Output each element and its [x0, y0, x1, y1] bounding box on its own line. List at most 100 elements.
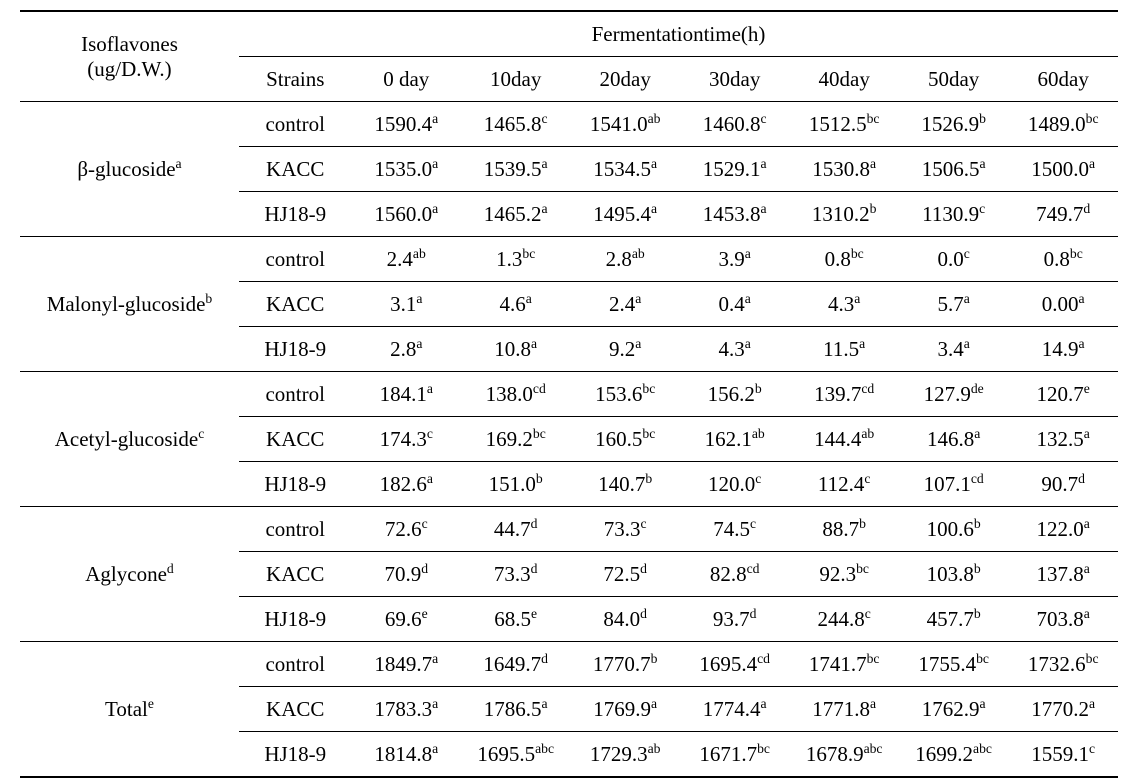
- group-label: β-glucosidea: [20, 102, 239, 237]
- strains-header: Strains: [239, 57, 352, 102]
- table-body: β-glucosideacontrol1590.4a1465.8c1541.0a…: [20, 102, 1118, 778]
- value-cell: 144.4ab: [789, 417, 898, 462]
- value-cell: 92.3bc: [789, 552, 898, 597]
- value-cell: 1453.8a: [680, 192, 789, 237]
- strain-cell: KACC: [239, 552, 352, 597]
- table-header: Isoflavones (ug/D.W.) Fermentationtime(h…: [20, 11, 1118, 102]
- value-cell: 457.7b: [899, 597, 1008, 642]
- value-cell: 84.0d: [570, 597, 679, 642]
- value-cell: 4.6a: [461, 282, 570, 327]
- strain-cell: KACC: [239, 417, 352, 462]
- table-row: Aglyconedcontrol72.6c44.7d73.3c74.5c88.7…: [20, 507, 1118, 552]
- value-cell: 1535.0a: [351, 147, 460, 192]
- group-label: Aglyconed: [20, 507, 239, 642]
- group-label: Acetyl-glucosidec: [20, 372, 239, 507]
- value-cell: 82.8cd: [680, 552, 789, 597]
- value-cell: 1699.2abc: [899, 732, 1008, 778]
- group-label: Totale: [20, 642, 239, 778]
- strain-cell: KACC: [239, 147, 352, 192]
- value-cell: 107.1cd: [899, 462, 1008, 507]
- day-header: 40day: [789, 57, 898, 102]
- strain-cell: HJ18-9: [239, 462, 352, 507]
- value-cell: 1849.7a: [351, 642, 460, 687]
- value-cell: 0.4a: [680, 282, 789, 327]
- strain-cell: control: [239, 642, 352, 687]
- value-cell: 1465.8c: [461, 102, 570, 147]
- value-cell: 1741.7bc: [789, 642, 898, 687]
- value-cell: 1732.6bc: [1008, 642, 1118, 687]
- row-label-line1: Isoflavones: [81, 32, 178, 56]
- value-cell: 0.8bc: [1008, 237, 1118, 282]
- value-cell: 2.4a: [570, 282, 679, 327]
- value-cell: 151.0b: [461, 462, 570, 507]
- value-cell: 1539.5a: [461, 147, 570, 192]
- value-cell: 184.1a: [351, 372, 460, 417]
- value-cell: 120.0c: [680, 462, 789, 507]
- value-cell: 1786.5a: [461, 687, 570, 732]
- value-cell: 0.00a: [1008, 282, 1118, 327]
- value-cell: 1130.9c: [899, 192, 1008, 237]
- day-header: 0 day: [351, 57, 460, 102]
- day-header: 30day: [680, 57, 789, 102]
- value-cell: 138.0cd: [461, 372, 570, 417]
- value-cell: 1649.7d: [461, 642, 570, 687]
- value-cell: 112.4c: [789, 462, 898, 507]
- value-cell: 1783.3a: [351, 687, 460, 732]
- value-cell: 10.8a: [461, 327, 570, 372]
- value-cell: 1770.7b: [570, 642, 679, 687]
- value-cell: 1526.9b: [899, 102, 1008, 147]
- value-cell: 139.7cd: [789, 372, 898, 417]
- value-cell: 72.6c: [351, 507, 460, 552]
- day-header: 50day: [899, 57, 1008, 102]
- value-cell: 69.6e: [351, 597, 460, 642]
- value-cell: 156.2b: [680, 372, 789, 417]
- value-cell: 174.3c: [351, 417, 460, 462]
- value-cell: 703.8a: [1008, 597, 1118, 642]
- strain-cell: control: [239, 507, 352, 552]
- value-cell: 244.8c: [789, 597, 898, 642]
- value-cell: 72.5d: [570, 552, 679, 597]
- value-cell: 93.7d: [680, 597, 789, 642]
- table-row: Totalecontrol1849.7a1649.7d1770.7b1695.4…: [20, 642, 1118, 687]
- value-cell: 1512.5bc: [789, 102, 898, 147]
- value-cell: 1460.8c: [680, 102, 789, 147]
- value-cell: 137.8a: [1008, 552, 1118, 597]
- value-cell: 153.6bc: [570, 372, 679, 417]
- value-cell: 2.8ab: [570, 237, 679, 282]
- table-row: Malonyl-glucosidebcontrol2.4ab1.3bc2.8ab…: [20, 237, 1118, 282]
- value-cell: 1762.9a: [899, 687, 1008, 732]
- strain-cell: HJ18-9: [239, 732, 352, 778]
- value-cell: 1559.1c: [1008, 732, 1118, 778]
- value-cell: 1814.8a: [351, 732, 460, 778]
- value-cell: 73.3d: [461, 552, 570, 597]
- value-cell: 2.8a: [351, 327, 460, 372]
- value-cell: 88.7b: [789, 507, 898, 552]
- day-header: 10day: [461, 57, 570, 102]
- value-cell: 70.9d: [351, 552, 460, 597]
- value-cell: 90.7d: [1008, 462, 1118, 507]
- value-cell: 68.5e: [461, 597, 570, 642]
- value-cell: 1695.4cd: [680, 642, 789, 687]
- group-header: Fermentationtime(h): [239, 11, 1118, 57]
- strain-cell: control: [239, 237, 352, 282]
- value-cell: 1729.3ab: [570, 732, 679, 778]
- value-cell: 169.2bc: [461, 417, 570, 462]
- value-cell: 1506.5a: [899, 147, 1008, 192]
- value-cell: 127.9de: [899, 372, 1008, 417]
- value-cell: 1529.1a: [680, 147, 789, 192]
- isoflavone-table: Isoflavones (ug/D.W.) Fermentationtime(h…: [20, 10, 1118, 778]
- group-label: Malonyl-glucosideb: [20, 237, 239, 372]
- day-header: 60day: [1008, 57, 1118, 102]
- value-cell: 1560.0a: [351, 192, 460, 237]
- value-cell: 4.3a: [789, 282, 898, 327]
- value-cell: 1755.4bc: [899, 642, 1008, 687]
- strain-cell: HJ18-9: [239, 597, 352, 642]
- value-cell: 1530.8a: [789, 147, 898, 192]
- value-cell: 132.5a: [1008, 417, 1118, 462]
- strain-cell: KACC: [239, 282, 352, 327]
- value-cell: 1671.7bc: [680, 732, 789, 778]
- value-cell: 100.6b: [899, 507, 1008, 552]
- value-cell: 1534.5a: [570, 147, 679, 192]
- strain-cell: control: [239, 102, 352, 147]
- value-cell: 1489.0bc: [1008, 102, 1118, 147]
